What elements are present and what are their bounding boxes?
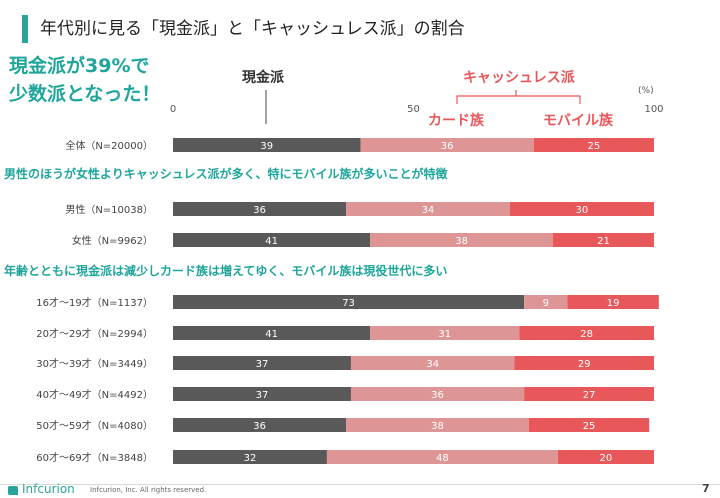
- bar-segment-1: [524, 295, 568, 309]
- bar-segment-0: [173, 356, 351, 370]
- category-label: 全体（N=20000）: [65, 139, 153, 152]
- bar-segment-0: [173, 233, 371, 247]
- card-group-label: カード族: [428, 113, 484, 129]
- callout-line-1: 現金派が39%で: [9, 55, 150, 77]
- data-label-0: 37: [256, 359, 269, 370]
- data-label-1: 34: [422, 205, 435, 216]
- data-label-1: 36: [441, 141, 454, 152]
- data-label-2: 30: [575, 205, 588, 216]
- data-label-0: 36: [253, 421, 266, 432]
- data-label-1: 48: [436, 453, 449, 464]
- bar-segment-0: [173, 295, 525, 309]
- category-label: 20才〜29才（N=2994）: [36, 327, 153, 340]
- bar-segment-1: [370, 233, 553, 247]
- callout-text: 現金派が39%で 少数派となった！: [9, 52, 169, 108]
- data-label-2: 28: [580, 329, 593, 340]
- category-label: 60才〜69才（N=3848）: [36, 451, 153, 464]
- data-label-1: 34: [426, 359, 439, 370]
- bar-row-4: 20才〜29才（N=2994） 41 31 28: [36, 326, 654, 340]
- logo-icon: [8, 486, 18, 495]
- data-label-0: 41: [265, 329, 278, 340]
- x-tick-label-1: 50: [407, 104, 420, 115]
- bar-segment-2: [552, 233, 654, 247]
- footer-divider: [0, 484, 720, 485]
- data-label-2: 25: [583, 421, 596, 432]
- bar-segment-2: [514, 356, 654, 370]
- data-label-1: 9: [543, 298, 549, 309]
- bar-row-3: 16才〜19才（N=1137） 73 9 19: [36, 295, 659, 309]
- category-label: 30才〜39才（N=3449）: [36, 357, 153, 370]
- bar-row-1: 男性（N=10038） 36 34 30: [65, 202, 654, 216]
- bar-segment-2: [524, 387, 654, 401]
- bar-segment-1: [370, 326, 520, 340]
- data-label-0: 36: [253, 205, 266, 216]
- bar-segment-2: [557, 450, 654, 464]
- data-label-0: 41: [265, 236, 278, 247]
- data-label-0: 32: [244, 453, 257, 464]
- bar-segment-0: [173, 387, 351, 401]
- bar-segment-2: [533, 138, 654, 152]
- data-label-1: 38: [431, 421, 444, 432]
- page-number: 7: [702, 482, 710, 495]
- bar-segment-2: [509, 202, 654, 216]
- section-heading-gender: 男性のほうが女性よりキャッシュレス派が多く、特にモバイル族が多いことが特徴: [4, 167, 448, 181]
- category-label: 50才〜59才（N=4080）: [36, 419, 153, 432]
- bar-segment-1: [326, 450, 558, 464]
- callout-line-2: 少数派となった！: [9, 83, 161, 105]
- bar-segment-1: [350, 356, 515, 370]
- category-label: 16才〜19才（N=1137）: [36, 296, 153, 309]
- cash-group-label: 現金派: [242, 70, 284, 86]
- mobile-group-label: モバイル族: [543, 113, 613, 129]
- data-label-2: 20: [600, 453, 613, 464]
- bar-row-2: 女性（N=9962） 41 38 21: [72, 233, 654, 247]
- data-label-0: 39: [260, 141, 273, 152]
- category-label: 40才〜49才（N=4492）: [36, 388, 153, 401]
- copyright-text: Infcurion, Inc. All rights reserved.: [90, 486, 207, 494]
- bar-row-7: 50才〜59才（N=4080） 36 38 25: [36, 418, 650, 432]
- bar-segment-1: [346, 418, 529, 432]
- bar-segment-2: [528, 418, 650, 432]
- cashless-group-label: キャッシュレス派: [463, 70, 575, 86]
- unit-label: (%): [638, 86, 654, 96]
- bar-segment-1: [360, 138, 534, 152]
- bar-row-5: 30才〜39才（N=3449） 37 34 29: [36, 356, 654, 370]
- data-label-0: 73: [342, 298, 355, 309]
- category-label: 女性（N=9962）: [72, 234, 153, 247]
- data-label-1: 31: [438, 329, 451, 340]
- data-label-2: 19: [607, 298, 620, 309]
- bar-segment-0: [173, 202, 347, 216]
- data-label-2: 25: [588, 141, 601, 152]
- data-label-2: 27: [583, 390, 596, 401]
- data-label-2: 29: [578, 359, 591, 370]
- data-label-2: 21: [597, 236, 610, 247]
- bar-segment-0: [173, 138, 361, 152]
- category-label: 男性（N=10038）: [65, 203, 153, 216]
- top-bar: [0, 0, 720, 6]
- company-logo: Infcurion: [22, 482, 75, 496]
- bar-segment-0: [173, 450, 327, 464]
- page-title: 年代別に見る「現金派」と「キャッシュレス派」の割合: [40, 19, 465, 39]
- data-label-1: 38: [455, 236, 468, 247]
- bar-row-8: 60才〜69才（N=3848） 32 48 20: [36, 450, 654, 464]
- bar-segment-0: [173, 326, 371, 340]
- data-label-0: 37: [256, 390, 269, 401]
- cashless-bracket: [456, 95, 581, 104]
- section-heading-age: 年齢とともに現金派は減少しカード族は増えてゆく、モバイル族は現役世代に多い: [4, 264, 448, 278]
- bar-segment-2: [519, 326, 654, 340]
- data-label-1: 36: [431, 390, 444, 401]
- bar-row-0: 全体（N=20000） 39 36 25: [65, 138, 654, 152]
- title-accent-bar: [22, 15, 28, 43]
- bar-segment-1: [346, 202, 510, 216]
- bar-row-6: 40才〜49才（N=4492） 37 36 27: [36, 387, 654, 401]
- x-tick-label-0: 0: [170, 104, 176, 115]
- bar-segment-0: [173, 418, 347, 432]
- bar-segment-1: [350, 387, 525, 401]
- bar-segment-2: [567, 295, 659, 309]
- x-tick-label-2: 100: [644, 104, 663, 115]
